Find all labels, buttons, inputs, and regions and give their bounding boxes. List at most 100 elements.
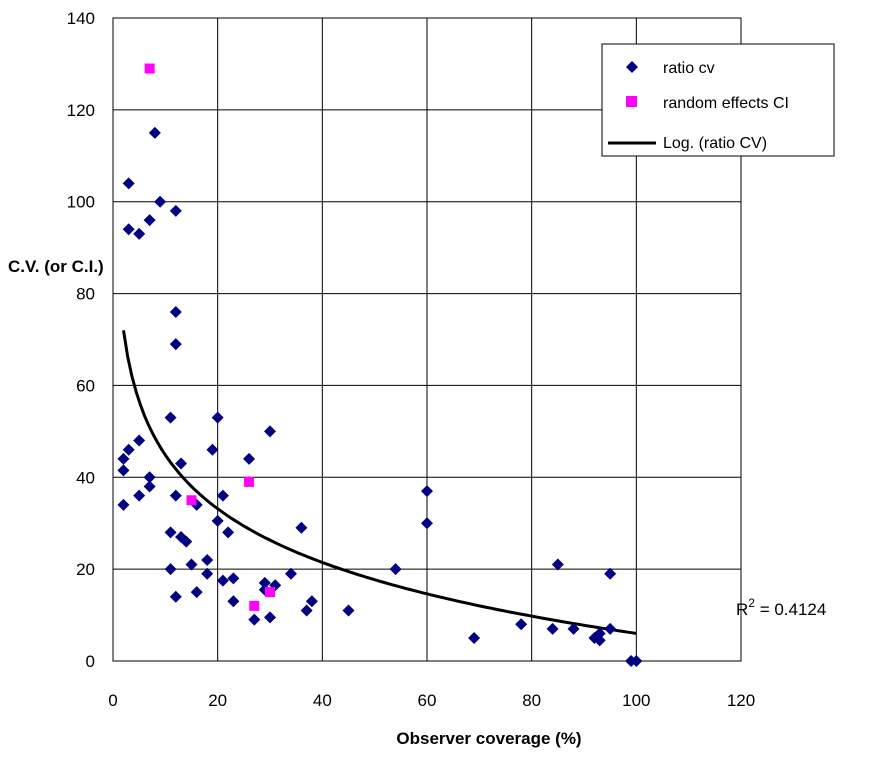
- point-ratio-cv: [305, 595, 318, 608]
- point-ratio-cv: [206, 443, 219, 456]
- x-axis-tick-labels: 0 20 40 60 80 100 120: [108, 691, 755, 710]
- point-ratio-cv: [122, 223, 135, 236]
- point-ratio-cv: [169, 489, 182, 502]
- point-ratio-cv: [133, 434, 146, 447]
- y-axis-tick-labels: 0 20 40 60 80 100 120 140: [67, 9, 95, 671]
- point-ratio-cv: [630, 655, 643, 667]
- point-ratio-cv: [211, 514, 224, 527]
- point-ratio-cv: [593, 627, 606, 640]
- point-ratio-cv: [154, 195, 167, 208]
- y-tick-label: 80: [76, 285, 95, 304]
- point-ratio-cv: [342, 604, 355, 617]
- point-ratio-cv: [122, 443, 135, 456]
- point-ratio-cv: [551, 558, 564, 571]
- point-ratio-cv: [421, 485, 433, 498]
- point-ratio-cv: [264, 611, 276, 624]
- point-ratio-cv: [227, 595, 240, 608]
- y-tick-label: 60: [76, 376, 95, 395]
- point-random-effects-ci: [249, 600, 260, 611]
- point-ratio-cv: [468, 632, 481, 645]
- point-ratio-cv: [175, 457, 188, 470]
- y-tick-label: 40: [76, 468, 95, 487]
- point-ratio-cv: [227, 572, 240, 585]
- legend-marker-ratio-cv: [626, 61, 638, 73]
- point-ratio-cv: [421, 517, 433, 530]
- x-tick-label: 0: [108, 691, 117, 710]
- point-ratio-cv: [201, 553, 214, 566]
- point-ratio-cv: [169, 590, 182, 603]
- trendline-log-ratio-cv: [122, 330, 637, 635]
- x-tick-label: 100: [622, 691, 650, 710]
- x-tick-label: 40: [313, 691, 332, 710]
- point-random-effects-ci: [144, 63, 155, 74]
- point-ratio-cv: [185, 558, 198, 571]
- point-ratio-cv: [546, 622, 559, 635]
- point-ratio-cv: [604, 567, 617, 580]
- point-ratio-cv: [164, 526, 177, 539]
- y-tick-label: 0: [86, 652, 95, 671]
- point-ratio-cv: [164, 411, 177, 424]
- point-ratio-cv: [169, 204, 182, 217]
- y-tick-label: 20: [76, 560, 95, 579]
- point-ratio-cv: [190, 586, 203, 599]
- y-tick-label: 120: [67, 101, 95, 120]
- point-random-effects-ci: [265, 587, 275, 598]
- point-ratio-cv: [515, 618, 528, 631]
- legend: ratio cv random effects CI Log. (ratio C…: [601, 43, 835, 157]
- point-ratio-cv: [143, 214, 156, 227]
- y-tick-label: 100: [67, 193, 95, 212]
- point-ratio-cv: [284, 567, 297, 580]
- point-ratio-cv: [604, 622, 617, 635]
- point-ratio-cv: [243, 452, 256, 465]
- point-ratio-cv: [148, 126, 161, 139]
- point-ratio-cv: [133, 489, 146, 502]
- point-ratio-cv: [143, 471, 156, 484]
- point-ratio-cv: [117, 464, 130, 477]
- point-ratio-cv: [222, 526, 235, 539]
- legend-label-ratio-cv: ratio cv: [663, 60, 715, 77]
- point-ratio-cv: [389, 563, 402, 576]
- trendline-group: [122, 330, 637, 635]
- r-squared-base: R: [736, 600, 748, 619]
- point-ratio-cv: [295, 521, 308, 534]
- x-tick-label: 60: [418, 691, 437, 710]
- point-ratio-cv: [143, 480, 156, 493]
- point-ratio-cv: [300, 604, 313, 617]
- r-squared-annotation: R2 = 0.4124: [736, 596, 826, 619]
- point-ratio-cv: [211, 411, 224, 424]
- legend-label-trendline: Log. (ratio CV): [663, 135, 767, 152]
- point-ratio-cv: [117, 452, 130, 465]
- plot-area-frame: [112, 17, 742, 662]
- point-ratio-cv: [133, 227, 146, 240]
- legend-label-random-effects: random effects CI: [663, 95, 789, 112]
- x-tick-label: 20: [208, 691, 227, 710]
- point-ratio-cv: [117, 498, 130, 511]
- legend-box: [601, 43, 835, 157]
- x-tick-label: 80: [522, 691, 541, 710]
- point-ratio-cv: [169, 338, 182, 351]
- legend-marker-random-effects: [626, 96, 637, 107]
- point-ratio-cv: [264, 425, 276, 438]
- point-ratio-cv: [258, 576, 271, 589]
- point-ratio-cv: [593, 634, 606, 647]
- x-axis-title: Observer coverage (%): [396, 729, 581, 748]
- y-axis-title: C.V. (or C.I.): [8, 257, 104, 276]
- point-random-effects-ci: [186, 495, 197, 506]
- point-ratio-cv: [122, 177, 135, 190]
- data-points: [117, 63, 643, 667]
- point-ratio-cv: [216, 489, 229, 502]
- point-ratio-cv: [216, 574, 229, 587]
- y-tick-label: 140: [67, 9, 95, 28]
- point-ratio-cv: [180, 535, 193, 548]
- gridlines: [113, 18, 741, 661]
- point-ratio-cv: [248, 613, 261, 626]
- point-random-effects-ci: [244, 476, 255, 487]
- x-tick-label: 120: [727, 691, 755, 710]
- point-ratio-cv: [164, 563, 177, 576]
- point-ratio-cv: [567, 622, 580, 635]
- point-ratio-cv: [169, 305, 182, 318]
- r-squared-superscript: 2: [748, 596, 755, 610]
- r-squared-value: = 0.4124: [755, 600, 826, 619]
- point-ratio-cv: [201, 567, 214, 580]
